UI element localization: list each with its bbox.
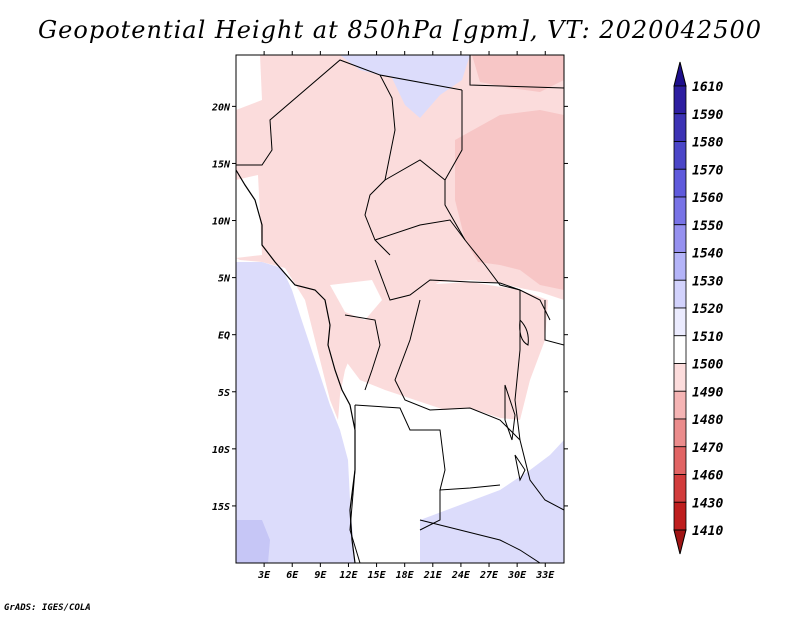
lon-tick-label: 15E	[368, 570, 387, 581]
colorbar-label: 1510	[692, 330, 723, 345]
chart-title: Geopotential Height at 850hPa [gpm], VT:…	[38, 16, 762, 44]
colorbar-segment	[673, 418, 687, 448]
field-region-sudan-deeper-pink	[455, 110, 564, 290]
colorbar-label: 1570	[692, 163, 723, 178]
border-line-12	[419, 519, 541, 563]
map-frame	[235, 54, 565, 564]
lat-tick-label: 10S	[212, 445, 230, 456]
border-line-1	[469, 55, 564, 89]
lat-tick-label: 5S	[218, 388, 230, 399]
lon-tick-label: 18E	[396, 570, 415, 581]
lon-tick-label: 27E	[479, 570, 499, 581]
grads-credit: GrADS: IGES/COLA	[4, 603, 91, 613]
colorbar-segment	[673, 279, 687, 309]
colorbar-segment	[673, 224, 687, 253]
lat-tick-label: 15S	[212, 502, 230, 513]
field-region-southwest-violet	[236, 520, 270, 563]
field-region-libya-lavender	[340, 55, 470, 118]
lon-tick-label: 30E	[507, 570, 527, 581]
colorbar-label: 1480	[692, 413, 723, 428]
colorbar-label: 1410	[692, 524, 723, 539]
country-borders	[236, 55, 564, 563]
border-line-14	[544, 300, 564, 346]
border-line-2	[444, 90, 521, 291]
border-line-7	[344, 314, 381, 391]
colorbar-label: 1540	[692, 247, 723, 262]
colorbar-label: 1490	[692, 385, 723, 400]
border-line-8	[394, 299, 521, 441]
coastline	[236, 169, 356, 563]
lon-tick-label: 33E	[535, 570, 555, 581]
field-region-white-1	[236, 55, 262, 110]
colorbar-segment	[673, 446, 687, 475]
colorbar-segment	[673, 501, 687, 531]
field-region-white-0	[330, 280, 382, 320]
colorbar-label: 1430	[692, 496, 723, 511]
field-region-southeast-lavender	[420, 440, 564, 563]
border-line-3	[379, 74, 463, 91]
lon-tick-label: 9E	[314, 570, 327, 581]
field-region-congo-basin-pink	[345, 282, 548, 420]
border-line-6	[374, 259, 551, 321]
colorbar-label: 1520	[692, 302, 723, 317]
colorbar-label: 1590	[692, 108, 723, 123]
colorbar-segment	[673, 335, 687, 364]
lake-outline-1	[504, 384, 516, 441]
lat-tick-label: 10N	[212, 217, 231, 228]
lake-outline-0	[519, 318, 529, 346]
colorbar-segment	[673, 390, 687, 420]
lon-tick-label: 21E	[423, 570, 443, 581]
field-shading	[236, 55, 564, 563]
longitude-axis: 3E 6E 9E 12E 15E 18E 21E 24E 27E 30E 33E	[257, 51, 555, 581]
lake-outline-2	[514, 454, 526, 482]
colorbar: 1610 1590 1580 1570 1560 1550 1540 1530 1520 1510…	[673, 61, 723, 555]
colorbar-label: 1550	[692, 219, 723, 234]
colorbar-label: 1500	[692, 358, 723, 373]
border-line-4	[384, 159, 446, 181]
colorbar-label: 1580	[692, 136, 723, 151]
field-region-white-2	[236, 175, 262, 258]
lon-tick-label: 24E	[451, 570, 471, 581]
colorbar-segment	[673, 168, 687, 198]
colorbar-segment	[673, 113, 687, 142]
border-line-0	[236, 59, 396, 256]
border-line-13	[419, 490, 441, 531]
border-line-10	[354, 404, 501, 491]
lon-tick-label: 6E	[286, 570, 299, 581]
latitude-axis: 20N 15N 10N 5N EQ 5S 10S 15S	[211, 102, 568, 513]
colorbar-label: 1460	[692, 469, 723, 484]
colorbar-segment	[673, 363, 687, 392]
colorbar-segment	[673, 196, 687, 226]
colorbar-label: 1530	[692, 274, 723, 289]
lat-tick-label: 5N	[218, 274, 231, 285]
colorbar-segment	[673, 141, 687, 170]
field-region-atlantic-lavender	[236, 262, 355, 563]
colorbar-label: 1610	[692, 80, 723, 95]
border-line-5	[374, 219, 466, 241]
lat-tick-label: 15N	[212, 159, 231, 170]
lon-tick-label: 3E	[257, 570, 271, 581]
field-region-egypt-pink	[472, 55, 564, 92]
lat-tick-label: EQ	[218, 331, 230, 342]
colorbar-label: 1470	[692, 441, 723, 456]
colorbar-segment	[673, 474, 687, 503]
colorbar-segment	[673, 252, 687, 281]
lat-tick-label: 20N	[211, 102, 231, 113]
lon-tick-label: 12E	[339, 570, 358, 581]
colorbar-top-triangle	[673, 61, 687, 87]
colorbar-bottom-triangle	[673, 529, 687, 555]
colorbar-label: 1560	[692, 191, 723, 206]
colorbar-segment	[673, 85, 687, 115]
colorbar-segment	[673, 307, 687, 337]
border-line-9	[514, 290, 564, 511]
